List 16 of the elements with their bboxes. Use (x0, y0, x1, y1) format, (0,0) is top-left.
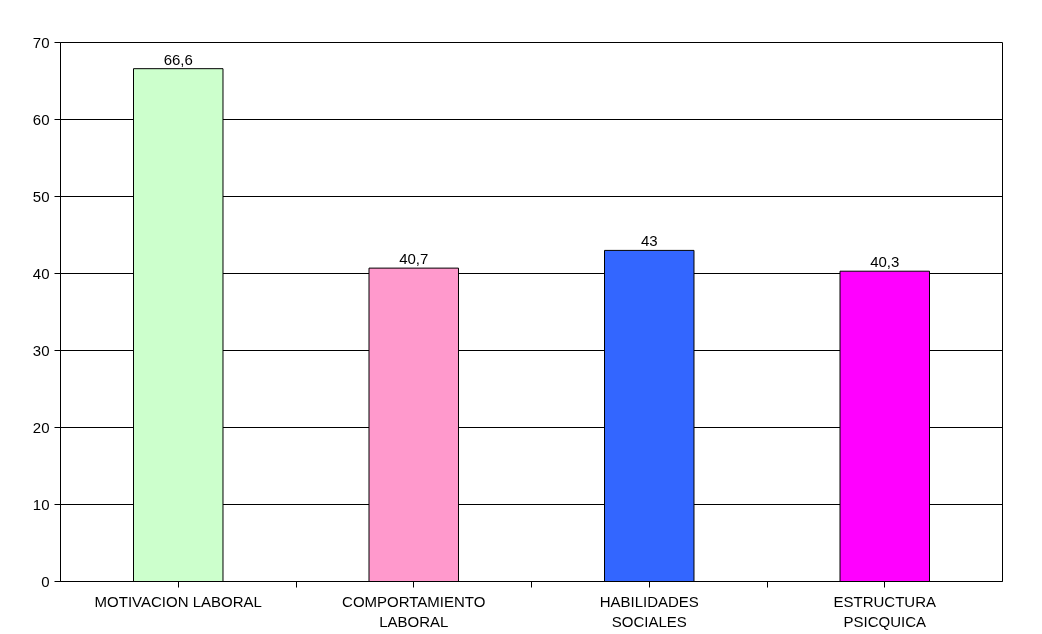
x-tick-label: HABILIDADES SOCIALES (599, 592, 699, 630)
y-tick-label: 20 (32, 418, 50, 436)
x-tick-label: MOTIVACION LABORAL (94, 592, 262, 610)
y-tick-label: 10 (32, 495, 50, 513)
y-tick-label: 50 (32, 187, 50, 205)
data-label: 66,6 (163, 50, 193, 68)
y-tick-label: 60 (32, 110, 50, 128)
x-tick-label: COMPORTAMIENTO LABORAL (342, 592, 486, 630)
data-label: 43 (640, 232, 658, 250)
y-tick-label: 40 (32, 264, 50, 282)
y-tick-label: 70 (32, 33, 50, 51)
data-label: 40,7 (399, 250, 429, 268)
x-tick-label: ESTRUCTURA PSICQUICA (833, 592, 937, 630)
y-tick-label: 0 (41, 572, 50, 590)
data-label: 40,3 (870, 253, 900, 271)
y-tick-label: 30 (32, 341, 50, 359)
